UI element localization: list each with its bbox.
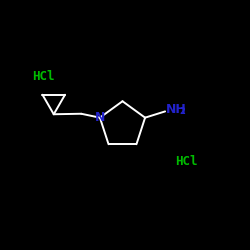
Text: NH: NH (166, 103, 187, 116)
Text: HCl: HCl (32, 70, 55, 83)
Text: N: N (95, 111, 105, 124)
Text: 2: 2 (179, 107, 185, 116)
Text: HCl: HCl (175, 155, 198, 168)
